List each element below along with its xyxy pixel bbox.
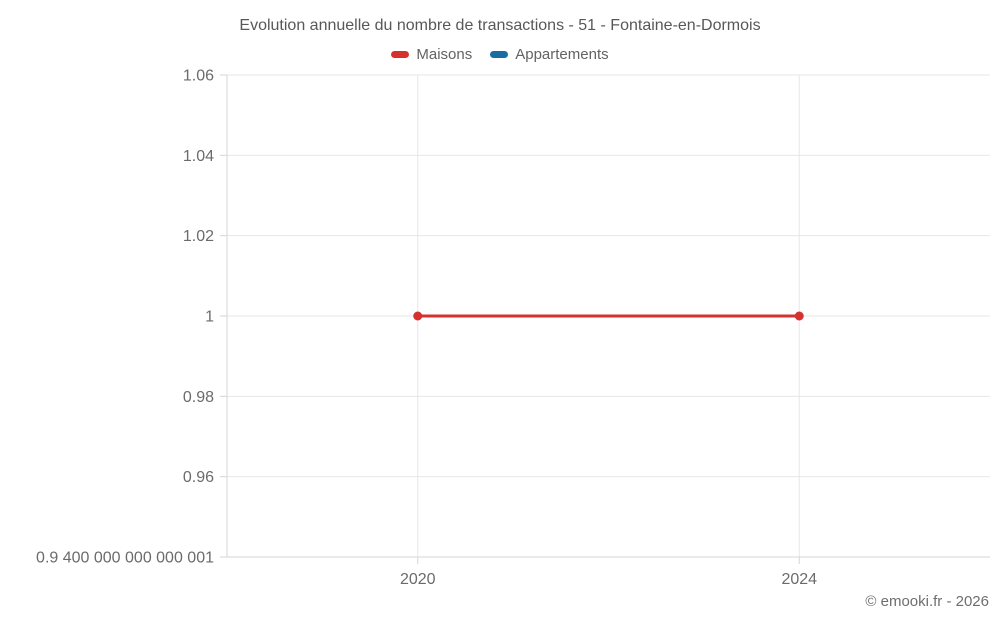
x-tick-label: 2024 (781, 571, 817, 588)
copyright-text: © emooki.fr - 2026 (865, 593, 989, 610)
y-tick-label: 0.96 (183, 469, 214, 486)
legend-swatch-icon (391, 51, 410, 58)
legend-swatch-icon (490, 51, 509, 58)
data-point-maisons[interactable] (413, 311, 423, 321)
chart-legend: Maisons Appartements (0, 46, 1000, 63)
legend-label: Appartements (515, 46, 609, 63)
y-tick-label: 1 (205, 309, 214, 326)
y-tick-label: 0.9 400 000 000 000 001 (36, 550, 214, 567)
y-tick-label: 1.06 (183, 68, 214, 85)
y-tick-label: 0.98 (183, 389, 214, 406)
y-tick-label: 1.04 (183, 148, 214, 165)
legend-item-maisons[interactable]: Maisons (391, 46, 472, 63)
chart-title: Evolution annuelle du nombre de transact… (239, 17, 761, 34)
x-tick-label: 2020 (400, 571, 436, 588)
legend-label: Maisons (416, 46, 473, 63)
data-point-maisons[interactable] (794, 311, 804, 321)
y-tick-label: 1.02 (183, 228, 214, 245)
legend-item-appartements[interactable]: Appartements (490, 46, 609, 63)
